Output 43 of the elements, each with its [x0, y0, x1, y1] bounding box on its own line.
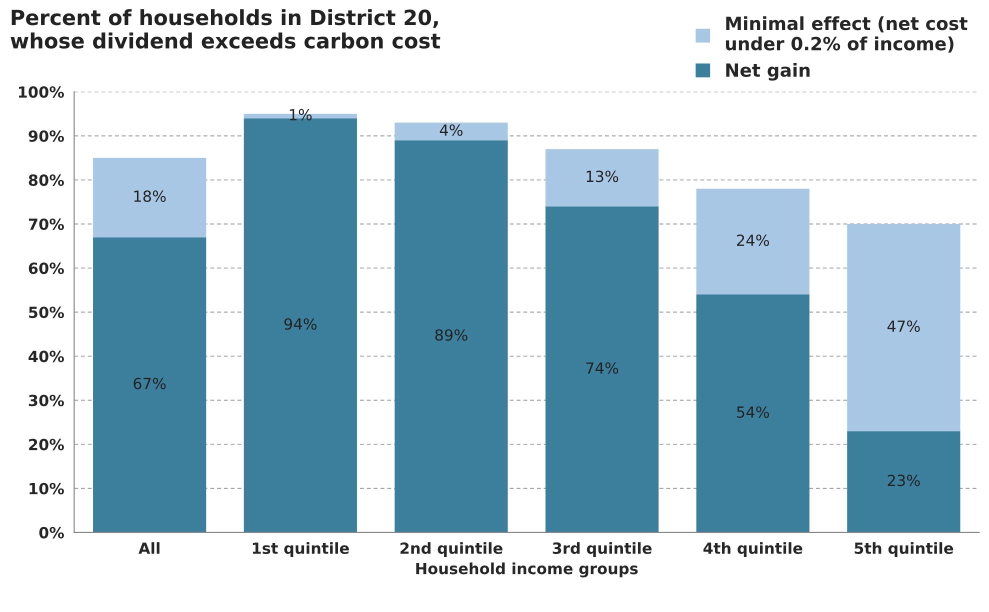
- bar: [696, 294, 810, 532]
- x-tick-label: 5th quintile: [854, 542, 954, 557]
- data-label: 67%: [134, 378, 166, 390]
- data-label: 4%: [440, 124, 463, 136]
- y-tick-label: 60%: [28, 262, 64, 274]
- data-label: 74%: [586, 362, 618, 374]
- bar: [93, 237, 206, 532]
- x-tick-label: 2nd quintile: [400, 542, 502, 557]
- bar: [545, 149, 659, 206]
- y-tick-label: 10%: [30, 482, 64, 494]
- data-label: 18%: [134, 190, 166, 202]
- bar: [545, 206, 659, 532]
- chart-title: Percent of households in District 20, whose dividend exceeds carbon cost: [10, 9, 440, 49]
- bar: [394, 122, 508, 140]
- y-tick-label: 40%: [28, 350, 64, 362]
- data-label: 94%: [284, 318, 317, 330]
- bar: [394, 140, 508, 532]
- y-tick-label: 90%: [28, 130, 64, 142]
- y-tick-label: 30%: [28, 394, 64, 406]
- x-tick-label: 3rd quintile: [552, 542, 652, 557]
- legend-label: Minimal effect (net cost under 0.2% of income): [726, 16, 968, 53]
- y-tick-label: 50%: [29, 306, 64, 318]
- data-label: 23%: [888, 474, 920, 486]
- data-label: 89%: [435, 329, 468, 341]
- legend-label: Net gain: [726, 62, 810, 81]
- x-axis-title: Household income groups: [416, 562, 638, 578]
- y-tick-label: 70%: [28, 218, 64, 230]
- y-tick-label: 0%: [39, 526, 64, 538]
- bar: [696, 188, 810, 294]
- bar: [847, 431, 960, 532]
- data-label: 1%: [290, 108, 312, 120]
- x-tick-label: 1st quintile: [252, 542, 349, 557]
- data-label: 24%: [737, 234, 770, 246]
- bar: [847, 224, 960, 432]
- y-tick-label: 20%: [29, 438, 64, 450]
- y-tick-label: 100%: [18, 86, 64, 98]
- data-label: 54%: [737, 406, 770, 418]
- bar: [93, 158, 206, 238]
- data-label: 47%: [887, 320, 920, 332]
- y-tick-label: 80%: [28, 174, 64, 186]
- x-tick-label: 4th quintile: [703, 542, 802, 557]
- data-label: 13%: [586, 170, 618, 182]
- x-tick-label: All: [138, 542, 160, 554]
